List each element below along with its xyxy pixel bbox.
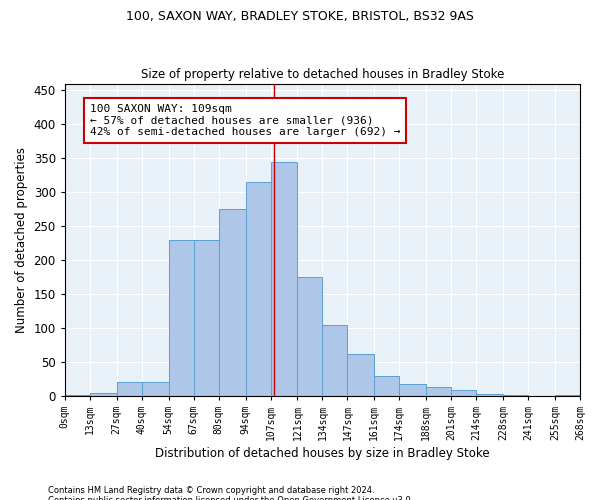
Bar [374, 376, 400, 396]
X-axis label: Distribution of detached houses by size in Bradley Stoke: Distribution of detached houses by size … [155, 447, 490, 460]
Bar [322, 324, 347, 396]
Bar [451, 390, 476, 396]
Bar [169, 240, 194, 396]
Y-axis label: Number of detached properties: Number of detached properties [15, 146, 28, 332]
Bar [503, 395, 528, 396]
Bar [194, 240, 218, 396]
Bar [218, 209, 245, 396]
Bar [400, 384, 426, 396]
Bar [117, 382, 142, 396]
Bar [142, 382, 169, 396]
Text: Contains public sector information licensed under the Open Government Licence v3: Contains public sector information licen… [48, 496, 413, 500]
Text: 100, SAXON WAY, BRADLEY STOKE, BRISTOL, BS32 9AS: 100, SAXON WAY, BRADLEY STOKE, BRISTOL, … [126, 10, 474, 23]
Bar [347, 354, 374, 396]
Bar [555, 395, 580, 396]
Text: Contains HM Land Registry data © Crown copyright and database right 2024.: Contains HM Land Registry data © Crown c… [48, 486, 374, 495]
Bar [90, 393, 117, 396]
Bar [426, 387, 451, 396]
Bar [271, 162, 298, 396]
Title: Size of property relative to detached houses in Bradley Stoke: Size of property relative to detached ho… [141, 68, 504, 81]
Bar [65, 395, 90, 396]
Bar [298, 277, 322, 396]
Text: 100 SAXON WAY: 109sqm
← 57% of detached houses are smaller (936)
42% of semi-det: 100 SAXON WAY: 109sqm ← 57% of detached … [90, 104, 400, 137]
Bar [476, 394, 503, 396]
Bar [245, 182, 271, 396]
